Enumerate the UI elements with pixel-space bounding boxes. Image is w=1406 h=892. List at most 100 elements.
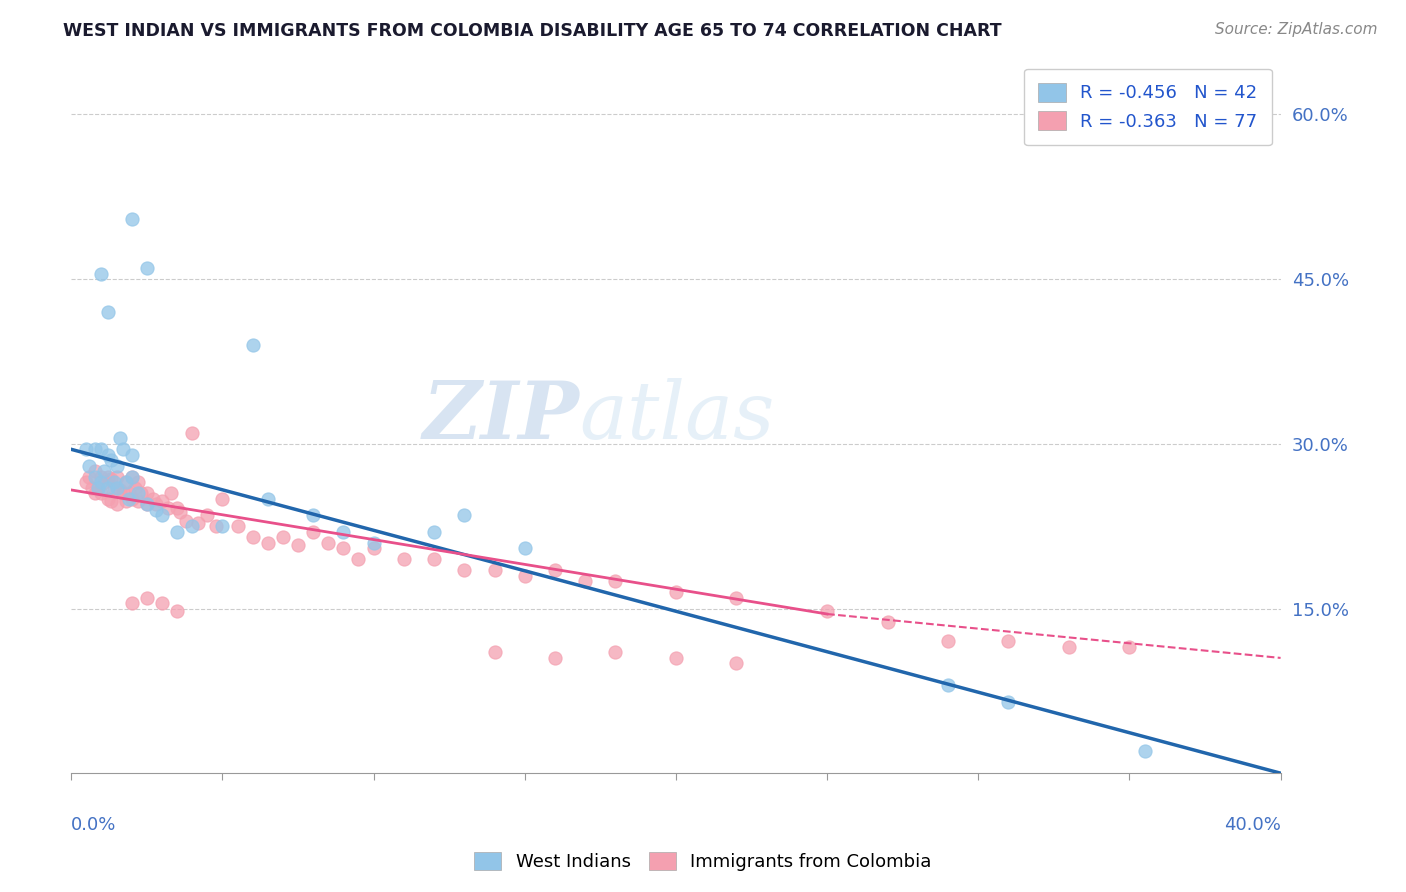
Point bbox=[256, 491, 278, 506]
Point bbox=[121, 491, 143, 506]
Point bbox=[135, 497, 157, 511]
Point bbox=[79, 458, 101, 473]
Point bbox=[87, 481, 110, 495]
Point bbox=[121, 596, 143, 610]
Point bbox=[105, 470, 128, 484]
Point bbox=[302, 524, 325, 539]
Point bbox=[181, 519, 204, 533]
Point bbox=[544, 651, 567, 665]
Point bbox=[169, 505, 191, 519]
Point bbox=[332, 524, 354, 539]
Point bbox=[121, 470, 143, 484]
Point bbox=[287, 538, 309, 552]
Point bbox=[665, 651, 688, 665]
Point bbox=[96, 305, 118, 319]
Point bbox=[84, 486, 107, 500]
Point bbox=[121, 448, 143, 462]
Point bbox=[725, 591, 748, 605]
Point bbox=[79, 470, 101, 484]
Point bbox=[1057, 640, 1080, 654]
Point bbox=[211, 519, 233, 533]
Point bbox=[118, 491, 141, 506]
Point bbox=[605, 645, 627, 659]
Point bbox=[145, 497, 167, 511]
Point bbox=[150, 596, 173, 610]
Point bbox=[105, 481, 128, 495]
Point bbox=[75, 475, 97, 490]
Point bbox=[453, 563, 475, 577]
Point bbox=[129, 486, 152, 500]
Point bbox=[84, 442, 107, 457]
Point bbox=[936, 634, 959, 648]
Point bbox=[150, 494, 173, 508]
Point bbox=[105, 458, 128, 473]
Point bbox=[145, 502, 167, 516]
Point bbox=[90, 267, 112, 281]
Point bbox=[513, 541, 536, 556]
Point bbox=[423, 524, 446, 539]
Legend: West Indians, Immigrants from Colombia: West Indians, Immigrants from Colombia bbox=[467, 845, 939, 879]
Point bbox=[302, 508, 325, 523]
Point bbox=[181, 425, 204, 440]
Point bbox=[150, 508, 173, 523]
Point bbox=[127, 486, 149, 500]
Point bbox=[124, 481, 146, 495]
Point bbox=[96, 448, 118, 462]
Point bbox=[90, 470, 112, 484]
Point bbox=[111, 442, 134, 457]
Point bbox=[665, 585, 688, 599]
Point bbox=[82, 481, 104, 495]
Point bbox=[84, 470, 107, 484]
Point bbox=[114, 494, 136, 508]
Point bbox=[347, 552, 370, 566]
Point bbox=[815, 604, 838, 618]
Point bbox=[1118, 640, 1140, 654]
Point bbox=[997, 695, 1019, 709]
Point bbox=[93, 475, 115, 490]
Point bbox=[100, 472, 122, 486]
Point bbox=[1133, 744, 1156, 758]
Point bbox=[127, 475, 149, 490]
Point bbox=[105, 497, 128, 511]
Point bbox=[96, 470, 118, 484]
Legend: R = -0.456   N = 42, R = -0.363   N = 77: R = -0.456 N = 42, R = -0.363 N = 77 bbox=[1024, 69, 1271, 145]
Point bbox=[90, 475, 112, 490]
Point bbox=[160, 486, 183, 500]
Point bbox=[316, 535, 339, 549]
Point bbox=[135, 486, 157, 500]
Point bbox=[423, 552, 446, 566]
Point bbox=[997, 634, 1019, 648]
Point bbox=[725, 657, 748, 671]
Point bbox=[96, 491, 118, 506]
Point bbox=[174, 514, 197, 528]
Point bbox=[936, 678, 959, 692]
Point bbox=[605, 574, 627, 588]
Point bbox=[127, 494, 149, 508]
Point bbox=[363, 541, 385, 556]
Text: 0.0%: 0.0% bbox=[72, 816, 117, 834]
Point bbox=[135, 261, 157, 276]
Point bbox=[187, 516, 209, 530]
Point bbox=[574, 574, 596, 588]
Point bbox=[242, 338, 264, 352]
Point bbox=[205, 519, 228, 533]
Point bbox=[156, 500, 179, 515]
Point bbox=[166, 604, 188, 618]
Point bbox=[544, 563, 567, 577]
Point bbox=[256, 535, 278, 549]
Point bbox=[100, 453, 122, 467]
Point bbox=[226, 519, 249, 533]
Text: atlas: atlas bbox=[579, 377, 775, 455]
Point bbox=[332, 541, 354, 556]
Point bbox=[90, 442, 112, 457]
Point bbox=[90, 486, 112, 500]
Point bbox=[114, 475, 136, 490]
Point bbox=[103, 475, 125, 490]
Point bbox=[242, 530, 264, 544]
Point bbox=[363, 535, 385, 549]
Point bbox=[103, 481, 125, 495]
Point bbox=[114, 475, 136, 490]
Point bbox=[484, 645, 506, 659]
Text: ZIP: ZIP bbox=[422, 377, 579, 455]
Point bbox=[392, 552, 415, 566]
